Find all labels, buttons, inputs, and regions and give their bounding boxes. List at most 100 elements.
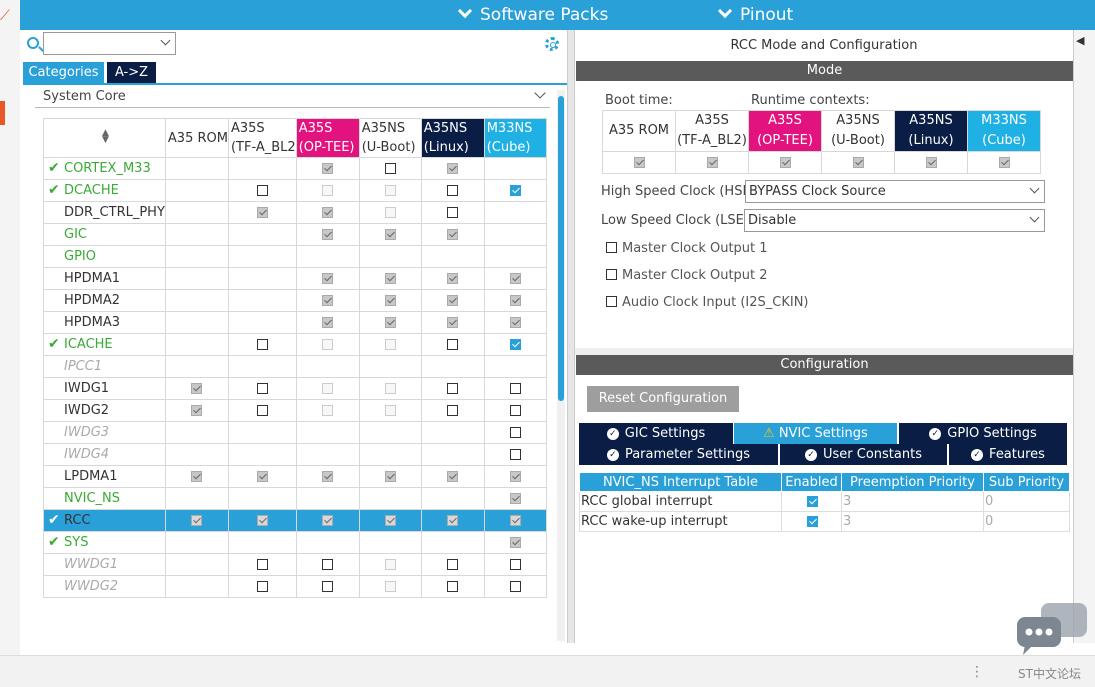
context-cell[interactable] bbox=[420, 465, 485, 488]
context-checkbox[interactable] bbox=[509, 493, 521, 504]
context-checkbox[interactable] bbox=[322, 339, 334, 350]
context-cell[interactable] bbox=[295, 223, 360, 246]
context-checkbox[interactable] bbox=[852, 156, 864, 168]
context-cell[interactable] bbox=[227, 465, 297, 488]
context-checkbox[interactable] bbox=[384, 163, 396, 174]
context-checkbox[interactable] bbox=[191, 515, 203, 526]
context-cell[interactable] bbox=[483, 575, 547, 598]
context-cell[interactable] bbox=[295, 333, 360, 356]
context-checkbox[interactable] bbox=[384, 229, 396, 240]
peripheral-name-cell[interactable]: ✔ CORTEX_M33 bbox=[43, 157, 166, 180]
hse-select[interactable]: BYPASS Clock Source bbox=[745, 180, 1045, 203]
sub-priority-value[interactable]: 0 bbox=[983, 491, 1070, 512]
peripheral-name-cell[interactable]: IWDG3 bbox=[43, 421, 166, 444]
context-checkbox[interactable] bbox=[384, 207, 396, 218]
mco1-checkbox[interactable] bbox=[606, 242, 617, 253]
audio-clock-option[interactable]: Audio Clock Input (I2S_CKIN) bbox=[606, 295, 809, 310]
peripheral-name-cell[interactable]: ✔ RCC bbox=[43, 509, 166, 532]
context-checkbox[interactable] bbox=[447, 339, 459, 350]
context-cell[interactable] bbox=[483, 509, 547, 532]
context-cell[interactable] bbox=[227, 575, 297, 598]
context-cell[interactable] bbox=[358, 377, 422, 400]
context-enable-cell[interactable] bbox=[602, 151, 676, 174]
table-row[interactable]: WWDG1 bbox=[43, 553, 547, 576]
context-checkbox[interactable] bbox=[447, 295, 459, 306]
peripheral-name-cell[interactable]: DDR_CTRL_PHY bbox=[43, 201, 166, 224]
category-header-system-core[interactable]: System Core bbox=[35, 86, 550, 108]
context-checkbox[interactable] bbox=[384, 515, 396, 526]
context-cell[interactable] bbox=[483, 399, 547, 422]
context-cell[interactable] bbox=[420, 267, 485, 290]
context-checkbox[interactable] bbox=[509, 515, 521, 526]
context-cell[interactable] bbox=[164, 377, 229, 400]
context-cell[interactable] bbox=[227, 509, 297, 532]
context-checkbox[interactable] bbox=[509, 405, 521, 416]
tab-a-to-z[interactable]: A->Z bbox=[107, 62, 156, 84]
context-checkbox[interactable] bbox=[322, 185, 334, 196]
context-checkbox[interactable] bbox=[256, 515, 268, 526]
context-checkbox[interactable] bbox=[447, 185, 459, 196]
context-cell[interactable] bbox=[420, 157, 485, 180]
context-cell[interactable] bbox=[483, 531, 547, 554]
context-checkbox[interactable] bbox=[509, 185, 521, 196]
context-checkbox[interactable] bbox=[925, 156, 937, 168]
context-cell[interactable] bbox=[358, 157, 422, 180]
context-cell[interactable] bbox=[483, 421, 547, 444]
context-checkbox[interactable] bbox=[322, 559, 334, 570]
peripheral-name-cell[interactable]: LPDMA1 bbox=[43, 465, 166, 488]
table-row[interactable]: HPDMA3 bbox=[43, 311, 547, 334]
table-row[interactable]: ✔ CORTEX_M33 bbox=[43, 157, 547, 180]
context-cell[interactable] bbox=[483, 465, 547, 488]
table-row[interactable]: GIC bbox=[43, 223, 547, 246]
context-cell[interactable] bbox=[227, 333, 297, 356]
context-cell[interactable] bbox=[358, 179, 422, 202]
context-checkbox[interactable] bbox=[191, 405, 203, 416]
peripheral-name-cell[interactable]: GPIO bbox=[43, 245, 166, 268]
peripheral-name-cell[interactable]: ✔ SYS bbox=[43, 531, 166, 554]
context-cell[interactable] bbox=[483, 311, 547, 334]
context-checkbox[interactable] bbox=[447, 229, 459, 240]
table-row[interactable]: IPCC1 bbox=[43, 355, 547, 378]
context-checkbox[interactable] bbox=[509, 427, 521, 438]
context-cell[interactable] bbox=[420, 201, 485, 224]
context-checkbox[interactable] bbox=[384, 405, 396, 416]
search-input[interactable] bbox=[43, 32, 176, 55]
context-enable-cell[interactable] bbox=[894, 151, 968, 174]
peripheral-name-cell[interactable]: IWDG4 bbox=[43, 443, 166, 466]
sort-header[interactable]: ▲ ▼ bbox=[43, 118, 166, 158]
context-cell[interactable] bbox=[420, 311, 485, 334]
context-checkbox[interactable] bbox=[256, 471, 268, 482]
context-enable-cell[interactable] bbox=[967, 151, 1041, 174]
chevron-down-icon[interactable] bbox=[534, 87, 546, 99]
context-checkbox[interactable] bbox=[998, 156, 1010, 168]
table-row[interactable]: IWDG1 bbox=[43, 377, 547, 400]
tab-categories[interactable]: Categories bbox=[23, 62, 104, 84]
context-checkbox[interactable] bbox=[447, 515, 459, 526]
context-checkbox[interactable] bbox=[322, 581, 334, 592]
section-divider[interactable] bbox=[575, 348, 1073, 355]
panel-splitter[interactable] bbox=[567, 30, 575, 643]
context-checkbox[interactable] bbox=[447, 581, 459, 592]
table-row[interactable]: WWDG2 bbox=[43, 575, 547, 598]
column-header-sub-priority[interactable]: Sub Priority bbox=[983, 472, 1070, 492]
context-cell[interactable] bbox=[295, 465, 360, 488]
context-checkbox[interactable] bbox=[447, 207, 459, 218]
peripheral-name-cell[interactable]: WWDG1 bbox=[43, 553, 166, 576]
context-enable-cell[interactable] bbox=[675, 151, 749, 174]
context-checkbox[interactable] bbox=[509, 383, 521, 394]
column-header-interrupt[interactable]: NVIC_NS Interrupt Table bbox=[579, 472, 782, 492]
context-checkbox[interactable] bbox=[633, 156, 645, 168]
context-checkbox[interactable] bbox=[384, 559, 396, 570]
context-checkbox[interactable] bbox=[256, 405, 268, 416]
context-checkbox[interactable] bbox=[322, 515, 334, 526]
context-enable-cell[interactable] bbox=[748, 151, 822, 174]
chevron-left-icon[interactable]: ◀ bbox=[1076, 34, 1085, 47]
context-checkbox[interactable] bbox=[779, 156, 791, 168]
context-checkbox[interactable] bbox=[384, 273, 396, 284]
peripheral-name-cell[interactable]: HPDMA2 bbox=[43, 289, 166, 312]
context-checkbox[interactable] bbox=[256, 185, 268, 196]
context-checkbox[interactable] bbox=[384, 295, 396, 306]
context-checkbox[interactable] bbox=[509, 471, 521, 482]
table-row[interactable]: ✔ DCACHE bbox=[43, 179, 547, 202]
context-cell[interactable] bbox=[483, 443, 547, 466]
